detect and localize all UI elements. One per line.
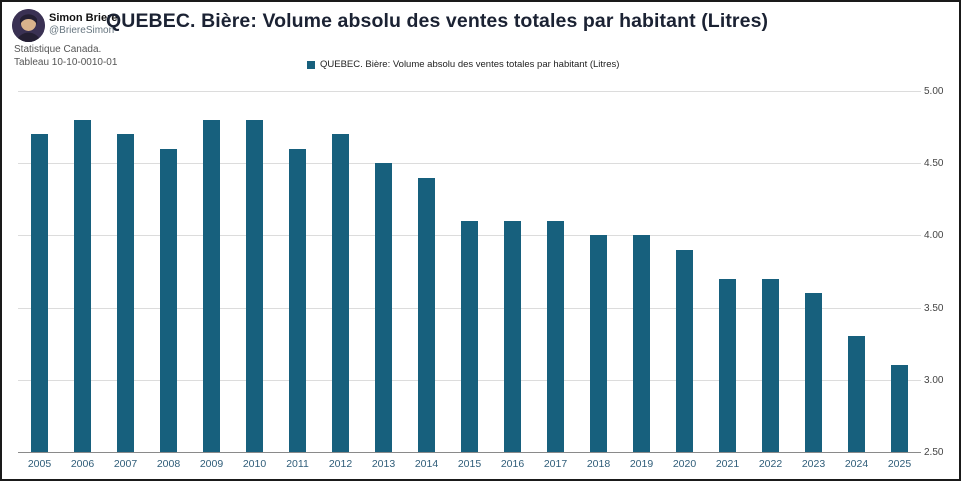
bar-2007 (117, 134, 134, 452)
x-tick-label: 2009 (199, 458, 224, 470)
chart-title: QUEBEC. Bière: Volume absolu des ventes … (106, 10, 769, 32)
x-tick-label: 2005 (27, 458, 52, 470)
avatar-face-icon (12, 9, 45, 42)
x-tick-label: 2013 (371, 458, 396, 470)
legend: QUEBEC. Bière: Volume absolu des ventes … (307, 59, 619, 70)
bar-2016 (504, 220, 521, 452)
source-line-1: Statistique Canada. (14, 44, 102, 55)
x-tick-label: 2024 (844, 458, 869, 470)
source-line-2: Tableau 10-10-0010-01 (14, 57, 118, 68)
x-tick-label: 2021 (715, 458, 740, 470)
bar-2013 (375, 163, 392, 452)
x-tick-label: 2006 (70, 458, 95, 470)
x-axis-baseline (18, 452, 921, 453)
x-tick-label: 2008 (156, 458, 181, 470)
gridline (18, 91, 921, 92)
bar-2022 (762, 278, 779, 452)
bar-2006 (74, 119, 91, 452)
x-axis-labels: 2005 2006 2007 2008 2009 2010 2011 2012 2013 2014… (18, 458, 921, 474)
x-tick-label: 2016 (500, 458, 525, 470)
x-tick-label: 2019 (629, 458, 654, 470)
x-tick-label: 2022 (758, 458, 783, 470)
x-tick-label: 2014 (414, 458, 439, 470)
bar-2008 (160, 148, 177, 452)
bar-2012 (332, 134, 349, 452)
y-tick-label: 4.00 (924, 230, 944, 242)
avatar (12, 9, 45, 42)
legend-swatch (307, 60, 315, 69)
y-axis-labels: 5.00 4.50 4.00 3.50 3.00 2.50 (924, 86, 956, 463)
x-tick-label: 2015 (457, 458, 482, 470)
x-tick-label: 2010 (242, 458, 267, 470)
plot-area (18, 91, 921, 453)
y-tick-label: 3.00 (924, 374, 944, 386)
gridline (18, 163, 921, 165)
bar-2015 (461, 220, 478, 452)
bar-2024 (848, 336, 865, 452)
bar-2014 (418, 177, 435, 452)
x-tick-label: 2012 (328, 458, 353, 470)
author-handle: @BriereSimon (49, 25, 115, 36)
x-tick-label: 2025 (887, 458, 912, 470)
bar-2023 (805, 293, 822, 452)
x-tick-label: 2007 (113, 458, 138, 470)
y-tick-label: 2.50 (924, 447, 944, 458)
x-tick-label: 2017 (543, 458, 568, 470)
bar-2020 (676, 249, 693, 452)
bar-2017 (547, 220, 564, 452)
y-tick-label: 4.50 (924, 158, 944, 170)
bar-2021 (719, 278, 736, 452)
author-name: Simon Briere (49, 12, 118, 24)
x-tick-label: 2011 (286, 458, 309, 470)
bar-2011 (289, 148, 306, 452)
x-tick-label: 2023 (801, 458, 826, 470)
bar-2010 (246, 119, 263, 452)
legend-label: QUEBEC. Bière: Volume absolu des ventes … (320, 59, 620, 70)
bar-2005 (31, 134, 48, 452)
y-tick-label: 3.50 (924, 302, 944, 314)
bar-2019 (633, 235, 650, 452)
y-tick-label: 5.00 (924, 86, 944, 97)
bar-2009 (203, 119, 220, 452)
x-tick-label: 2020 (672, 458, 697, 470)
x-tick-label: 2018 (586, 458, 611, 470)
bar-2018 (590, 235, 607, 452)
bar-2025 (891, 365, 908, 452)
